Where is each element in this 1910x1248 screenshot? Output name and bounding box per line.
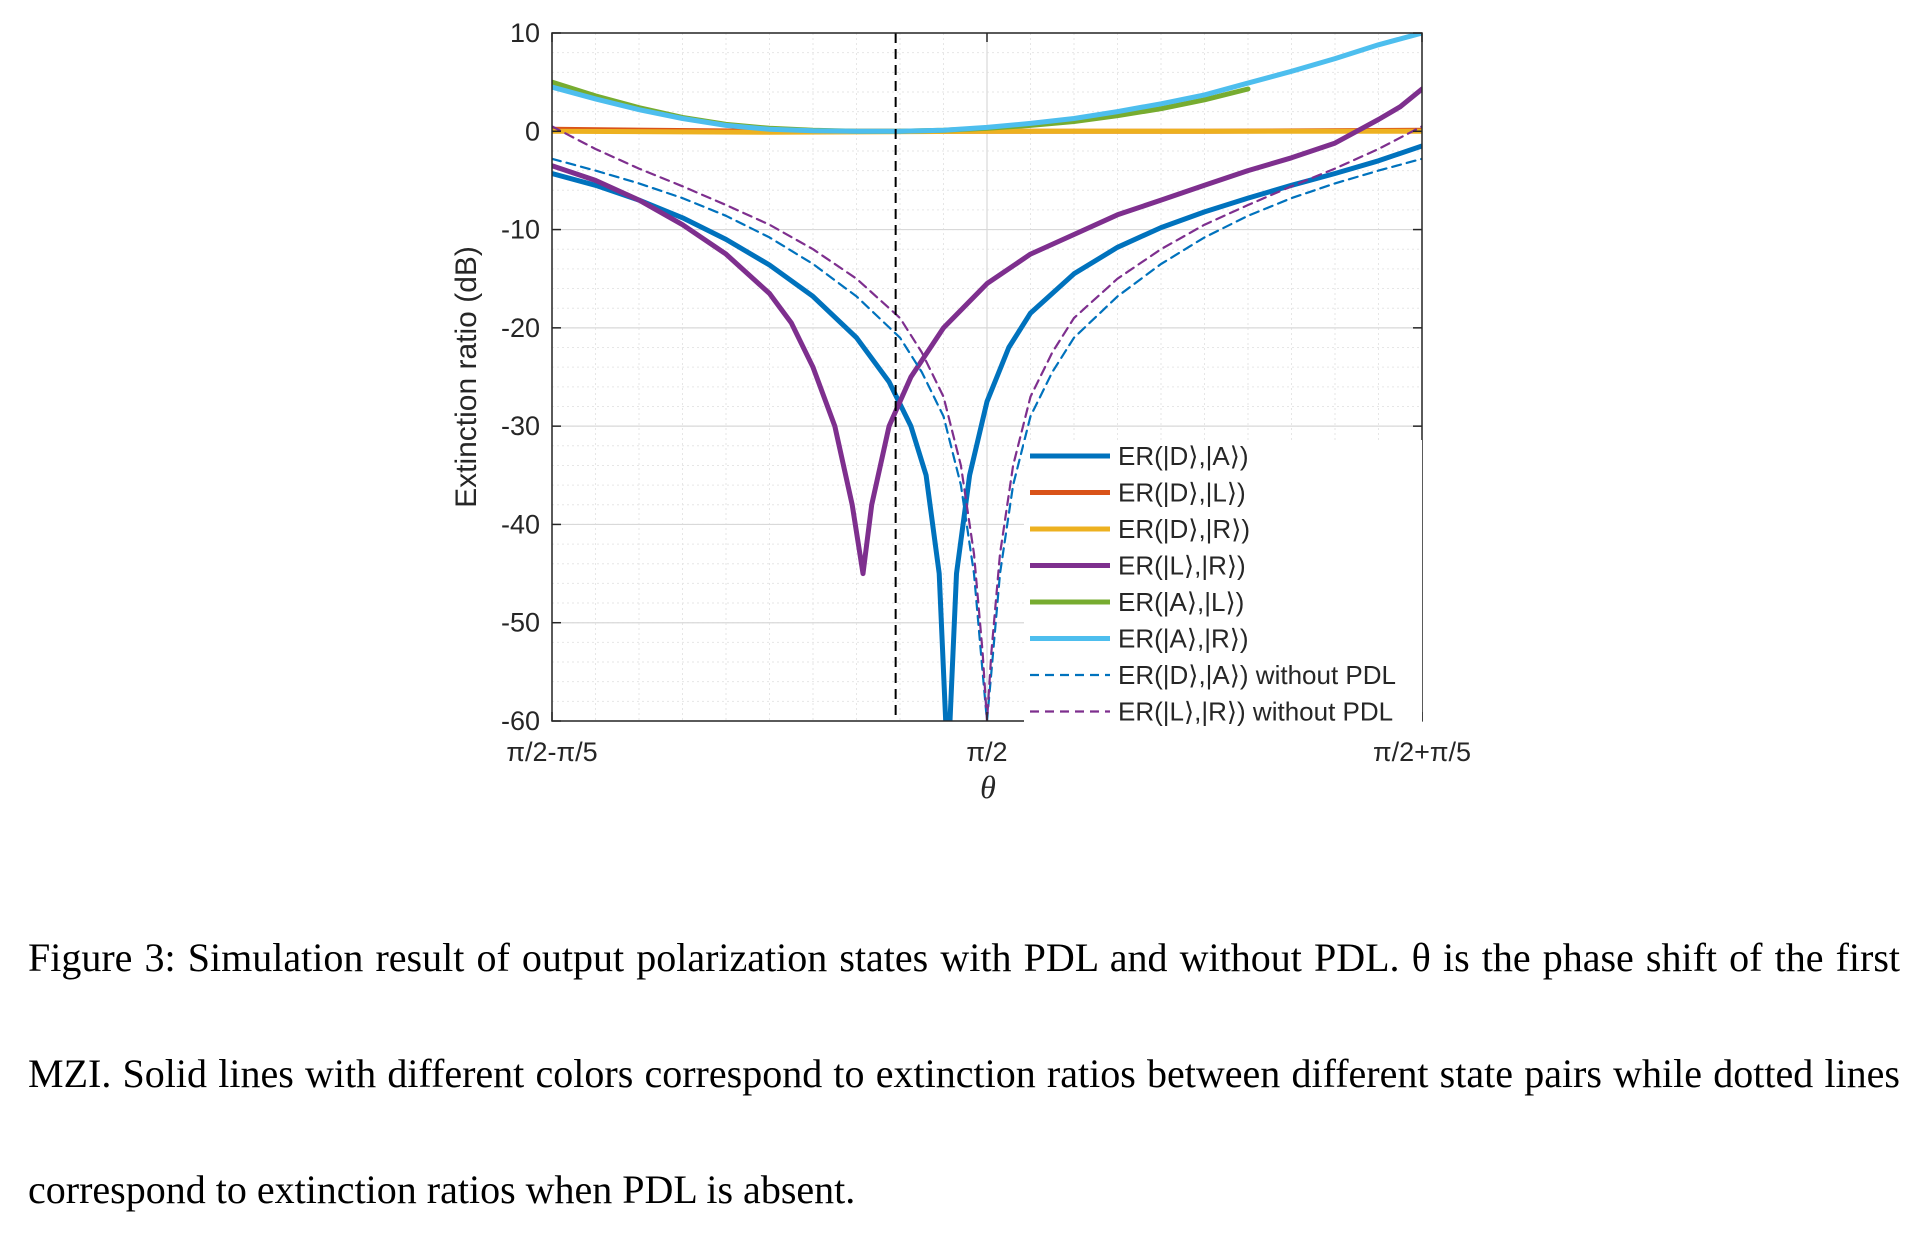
y-tick-label: 0 — [525, 116, 540, 146]
y-tick-labels: 10 0 -10 -20 -30 -40 -50 -60 — [501, 18, 540, 736]
legend-label-4: ER(|L⟩,|R⟩) — [1118, 551, 1246, 581]
y-tick-label: -10 — [501, 215, 540, 245]
y-tick-label: -60 — [501, 706, 540, 736]
y-tick-label: -50 — [501, 608, 540, 638]
x-tick-label: π/2 — [966, 737, 1007, 767]
legend-label-2: ER(|D⟩,|L⟩) — [1118, 478, 1246, 508]
series-line-8 — [552, 125, 1422, 721]
legend-label-7: ER(|D⟩,|A⟩) without PDL — [1118, 660, 1396, 690]
y-axis-label: Extinction ratio (dB) — [450, 246, 483, 508]
x-axis-label: θ — [980, 769, 996, 800]
legend-label-1: ER(|D⟩,|A⟩) — [1118, 441, 1249, 471]
legend-label-3: ER(|D⟩,|R⟩) — [1118, 514, 1250, 544]
legend-label-6: ER(|A⟩,|R⟩) — [1118, 624, 1249, 654]
legend: ER(|D⟩,|A⟩) ER(|D⟩,|L⟩) ER(|D⟩,|R⟩) ER(|L⟩,… — [1024, 440, 1422, 740]
x-tick-label: π/2-π/5 — [506, 737, 597, 767]
figure: 10 0 -10 -20 -30 -40 -50 -60 π/2-π/5 π/2 π/2+π/5 … — [450, 18, 1471, 800]
series-line-4 — [552, 86, 1422, 577]
series-line-3 — [552, 128, 1422, 135]
y-tick-label: -30 — [501, 411, 540, 441]
x-tick-label: π/2+π/5 — [1373, 737, 1471, 767]
y-tick-label: -40 — [501, 509, 540, 539]
y-tick-label: 10 — [510, 18, 540, 48]
series-layer — [552, 33, 1422, 721]
x-tick-labels: π/2-π/5 π/2 π/2+π/5 — [506, 737, 1471, 767]
series-line-6 — [552, 33, 1422, 134]
series-line-7 — [552, 157, 1422, 721]
legend-label-8: ER(|L⟩,|R⟩) without PDL — [1118, 697, 1393, 727]
y-tick-label: -20 — [501, 313, 540, 343]
series-line-1 — [552, 143, 1422, 721]
figure-caption: Figure 3: Simulation result of output po… — [28, 935, 1900, 1212]
legend-label-5: ER(|A⟩,|L⟩) — [1118, 587, 1244, 617]
extinction-ratio-chart: 100-10-20-30-40-50-60 π/2-π/5 π/2 π/2+π/5 … — [450, 18, 1471, 800]
